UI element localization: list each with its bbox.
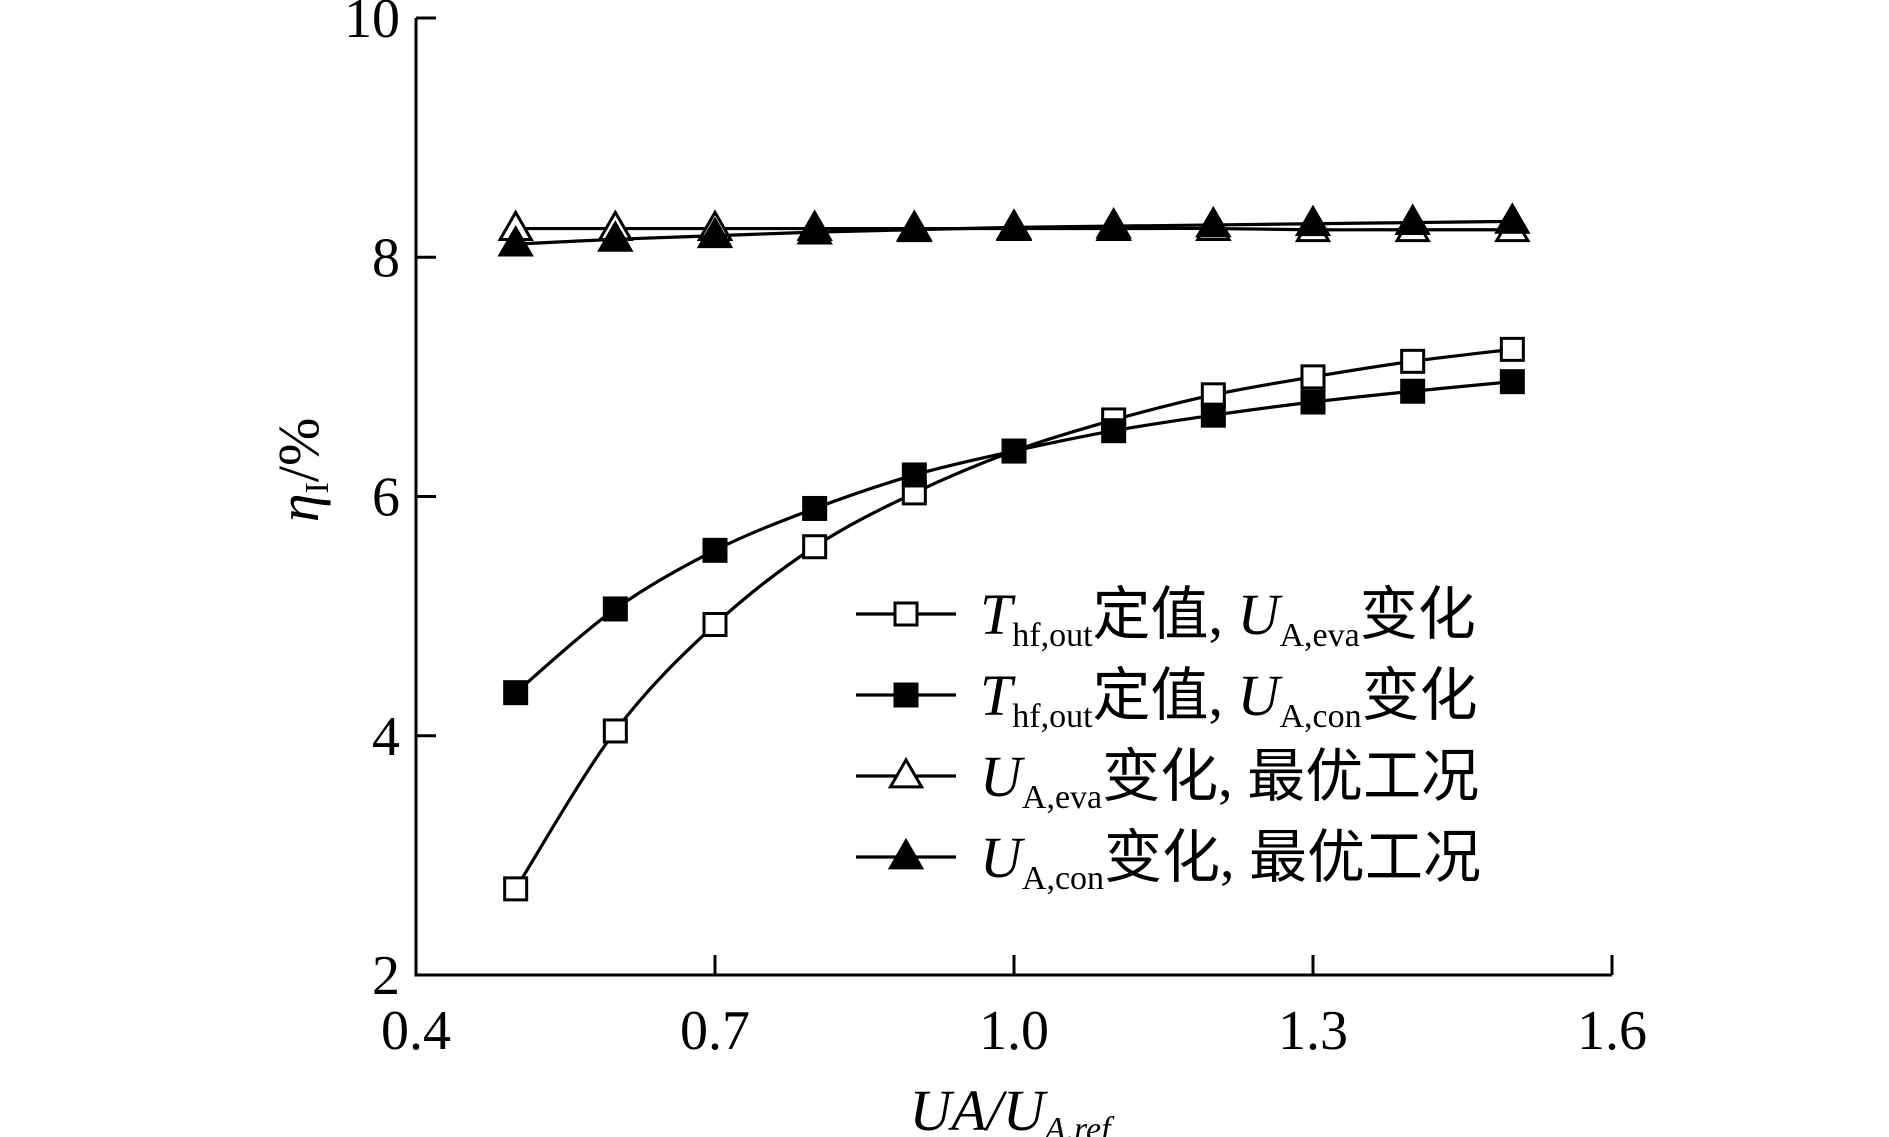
legend: Thf,out定值, UA,eva变化 Thf,out定值, UA,con变化 UA… xyxy=(856,582,1481,897)
data-point xyxy=(702,537,728,563)
data-point xyxy=(896,210,933,243)
x-tick-label: 1.0 xyxy=(979,1000,1049,1062)
data-point xyxy=(503,876,529,902)
data-point xyxy=(1200,402,1226,428)
data-point xyxy=(1095,207,1132,239)
legend-marker xyxy=(887,837,925,870)
y-axis-title-suffix: /% xyxy=(266,418,331,482)
legend-marker xyxy=(893,601,919,627)
x-axis-title-sub: A,ref xyxy=(1043,1111,1115,1137)
data-point xyxy=(1195,205,1232,238)
legend-label: Thf,out定值, UA,con变化 xyxy=(980,663,1478,735)
legend-marker xyxy=(893,682,919,708)
data-point xyxy=(1494,202,1531,234)
legend-label: UA,con变化, 最优工况 xyxy=(980,825,1481,897)
data-point xyxy=(901,462,927,488)
data-point xyxy=(1200,382,1226,408)
data-point xyxy=(1400,378,1426,404)
y-tick-label: 10 xyxy=(344,0,400,50)
x-tick-label: 0.4 xyxy=(381,1000,451,1062)
data-point xyxy=(602,596,628,622)
y-tick-label: 2 xyxy=(372,945,400,1007)
y-tick-label: 4 xyxy=(372,706,400,768)
series-4 xyxy=(497,202,1531,257)
x-tick-label: 0.7 xyxy=(680,1000,750,1062)
legend-label: UA,eva变化, 最优工况 xyxy=(980,744,1479,816)
y-axis-title-sub: I xyxy=(299,482,336,493)
y-axis-title-main: η xyxy=(266,493,331,522)
x-axis-title: UA/UA,ref xyxy=(909,1078,1115,1137)
legend-entry-1: Thf,out定值, UA,eva变化 xyxy=(856,582,1476,654)
x-tick-label: 1.6 xyxy=(1577,1000,1647,1062)
y-tick-label: 8 xyxy=(372,227,400,289)
data-point xyxy=(702,611,728,637)
x-tick-label: 1.3 xyxy=(1278,1000,1348,1062)
data-point xyxy=(696,216,734,249)
data-point xyxy=(597,220,634,252)
data-point xyxy=(1101,418,1127,444)
legend-entry-2: Thf,out定值, UA,con变化 xyxy=(856,663,1478,735)
data-point xyxy=(1394,203,1431,235)
y-axis-title: ηI/% xyxy=(266,418,336,523)
x-axis-title-main: UA/U xyxy=(909,1078,1048,1137)
legend-entry-3: UA,eva变化, 最优工况 xyxy=(856,744,1479,816)
data-point xyxy=(1499,336,1525,362)
data-point xyxy=(497,224,534,257)
series-layer xyxy=(497,202,1531,902)
data-point xyxy=(802,534,828,560)
data-point xyxy=(503,680,529,706)
data-point xyxy=(1001,438,1027,464)
y-tick-label: 6 xyxy=(372,467,400,529)
data-point xyxy=(1499,369,1525,395)
data-point xyxy=(796,213,833,245)
data-point xyxy=(1294,204,1332,237)
data-point xyxy=(1300,389,1326,415)
legend-label: Thf,out定值, UA,eva变化 xyxy=(980,582,1476,654)
series-line xyxy=(514,347,1513,890)
data-point xyxy=(802,495,828,521)
data-point xyxy=(995,208,1033,240)
data-point xyxy=(602,718,628,744)
data-point xyxy=(1300,364,1326,390)
legend-entry-4: UA,con变化, 最优工况 xyxy=(856,825,1481,897)
legend-marker xyxy=(887,756,925,789)
series-2 xyxy=(503,369,1525,706)
data-point xyxy=(1400,348,1426,374)
plot-area: 2 4 6 8 10 0.4 0.7 1.0 1.3 1.6 xyxy=(344,0,1647,1062)
